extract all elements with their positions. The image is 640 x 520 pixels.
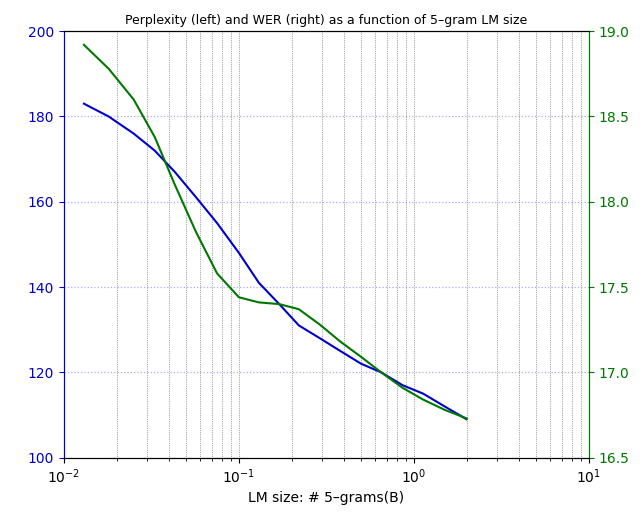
- X-axis label: LM size: # 5–grams(B): LM size: # 5–grams(B): [248, 491, 404, 505]
- Title: Perplexity (left) and WER (right) as a function of 5–gram LM size: Perplexity (left) and WER (right) as a f…: [125, 14, 527, 27]
